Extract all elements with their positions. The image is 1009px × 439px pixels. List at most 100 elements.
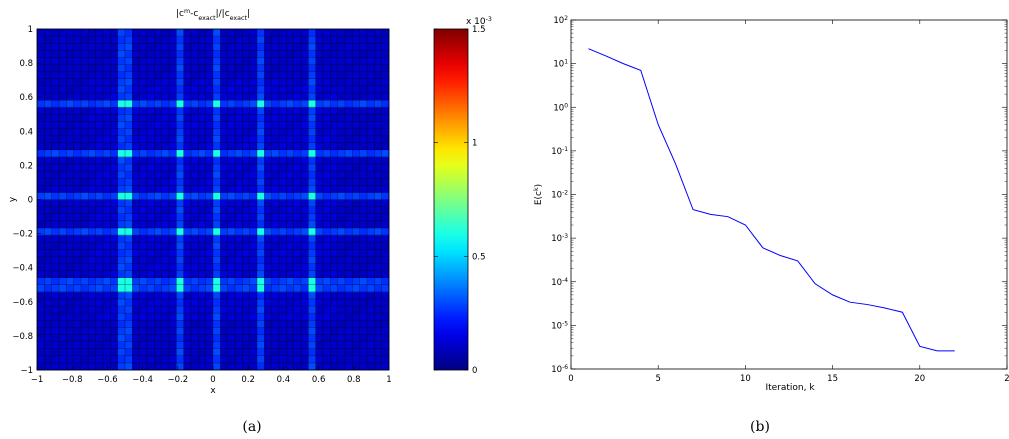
heatmap-cell: [59, 107, 67, 115]
heatmap-cell: [374, 92, 382, 101]
heatmap-cell: [161, 50, 170, 58]
heatmap-cell: [242, 291, 250, 300]
heatmap-cell: [147, 327, 155, 335]
heatmap-cell: [147, 57, 155, 65]
heatmap-cell: [330, 100, 338, 108]
heatmap-cell: [359, 107, 368, 115]
heatmap-cell: [286, 142, 294, 151]
heatmap-cell: [37, 128, 45, 136]
heatmap-cell: [37, 263, 45, 271]
heatmap-cell: [44, 163, 52, 172]
heatmap-cell: [95, 163, 104, 172]
heatmap-cell: [345, 270, 353, 278]
heatmap-cell: [301, 313, 309, 321]
heatmap-cell: [242, 185, 250, 193]
heatmap-cell: [308, 78, 316, 87]
heatmap-cell: [323, 100, 331, 108]
heatmap-cell: [271, 277, 280, 286]
heatmap-cell: [279, 36, 287, 44]
heatmap-cell: [264, 50, 272, 58]
heatmap-cell: [205, 242, 214, 250]
heatmap-cell: [279, 156, 287, 165]
heatmap-cell: [293, 85, 302, 94]
heatmap-cell: [44, 320, 52, 328]
heatmap-cell: [227, 57, 236, 65]
heatmap-cell: [323, 227, 331, 236]
heatmap-cell: [51, 43, 60, 51]
heatmap-cell: [352, 85, 360, 94]
heatmap-cell: [374, 334, 382, 342]
heatmap-cell: [249, 291, 258, 300]
line-plot-y-axis-label: E(ck): [533, 184, 545, 205]
heatmap-cell: [176, 249, 184, 257]
heatmap-cell: [161, 220, 170, 229]
heatmap-cell: [161, 334, 170, 342]
heatmap-cell: [154, 348, 162, 357]
heatmap-cell: [301, 249, 309, 257]
heatmap-cell: [337, 334, 346, 342]
heatmap-cell: [249, 36, 258, 44]
heatmap-cell: [367, 121, 375, 129]
heatmap-cell: [154, 206, 162, 214]
heatmap-cell: [176, 114, 184, 122]
heatmap-cell: [293, 57, 302, 65]
heatmap-cell: [59, 85, 67, 94]
heatmap-cell: [279, 206, 287, 214]
heatmap-cell: [183, 355, 192, 364]
heatmap-cell: [257, 171, 265, 179]
heatmap-cell: [161, 121, 170, 129]
heatmap-cell: [125, 227, 133, 236]
heatmap-cell: [103, 36, 111, 44]
heatmap-cell: [337, 213, 346, 222]
heatmap-cell: [169, 163, 177, 172]
heatmap-cell: [147, 256, 155, 264]
heatmap-cell: [359, 185, 368, 193]
heatmap-cell: [132, 192, 140, 200]
heatmap-cell: [154, 242, 162, 250]
heatmap-cell: [191, 249, 199, 257]
heatmap-cell: [367, 85, 375, 94]
heatmap-cell: [176, 256, 184, 264]
heatmap-cell: [44, 178, 52, 186]
heatmap-cell: [235, 249, 243, 257]
heatmap-cell: [323, 156, 331, 165]
heatmap-cell: [367, 348, 375, 357]
heatmap-cell: [88, 107, 96, 115]
heatmap-cell: [154, 341, 162, 349]
heatmap-cell: [271, 85, 280, 94]
heatmap-cell: [286, 78, 294, 87]
heatmap-cell: [257, 135, 265, 143]
heatmap-cell: [381, 85, 390, 94]
heatmap-cell: [330, 36, 338, 44]
heatmap-cell: [374, 128, 382, 136]
heatmap-cell: [352, 249, 360, 257]
heatmap-cell: [66, 92, 74, 101]
heatmap-cell: [154, 78, 162, 87]
heatmap-cell: [381, 348, 390, 357]
heatmap-cell: [110, 341, 118, 349]
heatmap-cell: [271, 163, 280, 172]
heatmap-cell: [37, 320, 45, 328]
heatmap-cell: [271, 263, 280, 271]
heatmap-cell: [154, 57, 162, 65]
heatmap-cell: [81, 142, 89, 151]
heatmap-cell: [227, 29, 236, 37]
heatmap-cell: [337, 185, 346, 193]
heatmap-cell: [227, 220, 236, 229]
heatmap-cell: [242, 85, 250, 94]
heatmap-cell: [154, 43, 162, 51]
heatmap-cell: [301, 78, 309, 87]
heatmap-cell: [169, 355, 177, 364]
heatmap-cell: [249, 100, 258, 108]
heatmap-cell: [220, 149, 228, 158]
heatmap-cell: [359, 306, 368, 314]
heatmap-cell: [323, 355, 331, 364]
heatmap-cell: [330, 163, 338, 172]
heatmap-cell: [220, 242, 228, 250]
heatmap-cell: [191, 327, 199, 335]
heatmap-cell: [367, 71, 375, 80]
heatmap-cell: [345, 50, 353, 58]
heatmap-cell: [81, 206, 89, 214]
heatmap-cell: [191, 270, 199, 278]
heatmap-cell: [315, 242, 324, 250]
